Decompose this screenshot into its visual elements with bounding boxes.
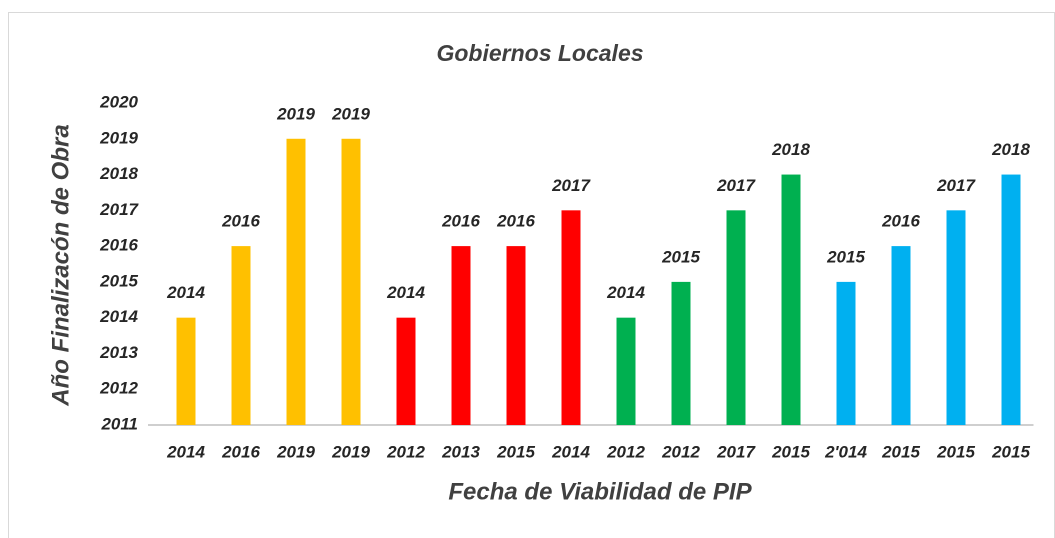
y-tick-label: 2011	[100, 414, 138, 433]
bar	[1001, 174, 1021, 425]
x-tick-label: 2016	[221, 442, 260, 461]
x-tick-label: 2014	[166, 442, 205, 461]
y-tick-label: 2018	[99, 164, 138, 183]
y-tick-label: 2016	[99, 236, 138, 255]
data-label: 2017	[551, 176, 591, 195]
x-tick-label: 2015	[936, 442, 975, 461]
data-label: 2014	[166, 283, 205, 302]
x-tick-label: 2019	[276, 442, 315, 461]
data-label: 2017	[716, 176, 756, 195]
bar	[341, 138, 361, 425]
data-label: 2016	[496, 212, 535, 231]
bar	[891, 246, 911, 425]
bar	[616, 317, 636, 425]
bar	[451, 246, 471, 425]
x-tick-label: 2014	[551, 442, 590, 461]
y-tick-label: 2014	[99, 307, 138, 326]
data-label: 2016	[881, 212, 920, 231]
x-tick-label: 2015	[496, 442, 535, 461]
bar	[946, 210, 966, 425]
x-tick-label: 2019	[331, 442, 370, 461]
x-tick-label: 2012	[661, 442, 700, 461]
bar	[286, 138, 306, 425]
x-tick-label: 2015	[881, 442, 920, 461]
bar	[726, 210, 746, 425]
y-tick-label: 2015	[99, 271, 138, 290]
x-tick-label: 2'014	[824, 442, 867, 461]
x-tick-label: 2012	[386, 442, 425, 461]
bar	[396, 317, 416, 425]
x-tick-label: 2012	[606, 442, 645, 461]
data-label: 2014	[386, 283, 425, 302]
data-label: 2014	[606, 283, 645, 302]
x-tick-label: 2013	[441, 442, 480, 461]
data-label: 2015	[661, 247, 700, 266]
bar	[176, 317, 196, 425]
data-label: 2016	[441, 212, 480, 231]
data-label: 2016	[221, 212, 260, 231]
data-label: 2018	[991, 140, 1030, 159]
bar	[231, 246, 251, 425]
x-tick-label: 2015	[771, 442, 810, 461]
data-label: 2019	[276, 104, 315, 123]
y-tick-label: 2013	[99, 343, 138, 362]
y-tick-label: 2019	[99, 128, 138, 147]
x-tick-label: 2017	[716, 442, 756, 461]
chart-title: Gobiernos Locales	[436, 40, 643, 66]
data-label: 2017	[936, 176, 976, 195]
bar	[836, 281, 856, 425]
data-label: 2018	[771, 140, 810, 159]
data-label: 2019	[331, 104, 370, 123]
bar	[561, 210, 581, 425]
y-tick-label: 2012	[99, 379, 138, 398]
data-label: 2015	[826, 247, 865, 266]
bar	[506, 246, 526, 425]
x-axis-title: Fecha de Viabilidad de PIP	[448, 478, 752, 505]
y-axis-title: Año Finalizacón de Obra	[47, 124, 74, 406]
bar	[781, 174, 801, 425]
y-tick-label: 2020	[99, 92, 138, 111]
x-tick-label: 2015	[991, 442, 1030, 461]
y-tick-label: 2017	[99, 200, 139, 219]
bar	[671, 281, 691, 425]
